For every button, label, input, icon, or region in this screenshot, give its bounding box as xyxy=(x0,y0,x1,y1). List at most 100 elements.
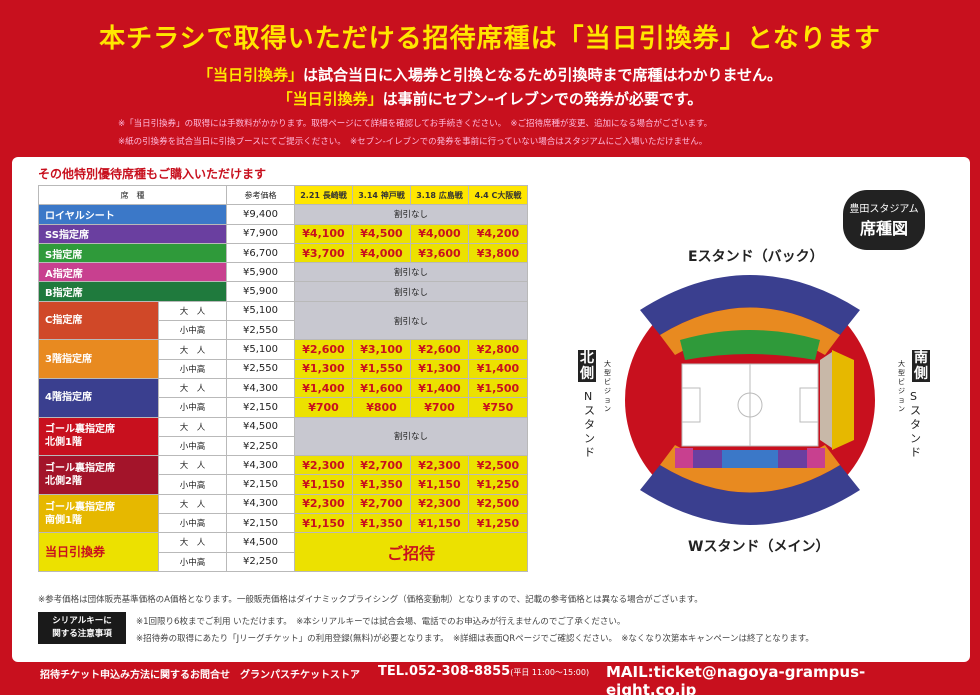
royal-seat xyxy=(722,450,778,468)
no-discount: 割引なし xyxy=(294,281,528,302)
ref-price: ¥5,100 xyxy=(226,339,295,360)
s-stand-label: Sスタンド xyxy=(910,390,921,459)
no-discount: 割引なし xyxy=(294,262,528,283)
serial-note-line-1: ※1回限り6枚までご利用 いただけます。 ※本シリアルキーでは試合会場、電話での… xyxy=(136,614,814,631)
table-row: ロイヤルシート ¥9,400 割引なし xyxy=(38,204,528,225)
table-row: ゴール裏指定席 南側1階大 人 ¥4,300 ¥2,300 ¥2,700 ¥2,300 ¥… xyxy=(38,493,528,534)
table-row: ゴール裏指定席 北側2階大 人 ¥4,300 ¥2,300 ¥2,700 ¥2,300 ¥… xyxy=(38,455,528,495)
seat-name: 4階指定席 xyxy=(38,377,159,418)
ref-price: ¥2,550 xyxy=(226,320,295,341)
ticket-type: 小中高 xyxy=(158,397,227,418)
event-price: ¥2,700 xyxy=(352,455,411,476)
north-label: 北側 xyxy=(578,350,596,382)
ticket-type: 小中高 xyxy=(158,513,227,534)
event-price: ¥4,100 xyxy=(294,223,353,244)
serial-note-2b: ※詳細は表面QRページでご確認ください。 xyxy=(452,634,613,644)
event-price: ¥700 xyxy=(410,397,469,418)
ticket-type: 大 人 xyxy=(158,339,227,360)
table-row: 小中高 ¥2,250 xyxy=(39,435,528,457)
header-line-2: 「当日引換券」は事前にセブン-イレブンでの発券が必要です。 xyxy=(0,88,980,109)
table-row: A指定席 ¥5,900 割引なし xyxy=(38,262,528,283)
ticket-type: 小中高 xyxy=(158,320,227,341)
table-row: 小中高 ¥2,150 ¥1,150 ¥1,350 ¥1,150 ¥1,250 xyxy=(39,513,528,534)
header-event-1: 2.21 長崎戦 xyxy=(294,184,353,206)
ref-price: ¥4,300 xyxy=(226,377,295,399)
ref-price: ¥4,500 xyxy=(226,416,295,437)
footer-hours: (平日 11:00〜15:00) xyxy=(510,668,590,677)
seat-name: S指定席 xyxy=(38,242,227,264)
event-price: ¥1,500 xyxy=(468,377,528,399)
table-row: 小中高 ¥2,550 ¥1,300 ¥1,550 ¥1,300 ¥1,400 xyxy=(39,358,528,379)
w-stand-4f xyxy=(640,465,860,525)
event-price: ¥1,400 xyxy=(468,358,528,379)
ticket-type: 小中高 xyxy=(158,358,227,379)
pitch-box-left xyxy=(681,387,701,423)
stadium-map: Eスタンド（バック） Wスタンド（メイン） 北側 南側 Nスタンド Sスタンド … xyxy=(570,240,930,574)
table-row: S指定席 ¥6,700 ¥3,700 ¥4,000 ¥3,600 ¥3,800 xyxy=(38,242,528,264)
event-price: ¥2,700 xyxy=(352,493,411,515)
w-stand-3f xyxy=(660,445,840,493)
ref-price: ¥4,500 xyxy=(226,532,295,553)
footer-tel: TEL.052-308-8855(平日 11:00〜15:00) xyxy=(378,664,589,679)
ref-price: ¥4,300 xyxy=(226,493,295,515)
south-stand-1f xyxy=(832,350,854,450)
event-price: ¥2,500 xyxy=(468,455,528,476)
seat-name: ゴール裏指定席 北側1階 xyxy=(38,416,159,457)
event-price: ¥750 xyxy=(468,397,528,418)
table-row: 小中高 ¥2,550 xyxy=(39,320,528,341)
ticket-type: 大 人 xyxy=(158,300,227,322)
footer: 招待チケット申込み方法に関するお問合せ グランパスチケットストア TEL.052… xyxy=(40,663,940,695)
ref-price: ¥2,150 xyxy=(226,397,295,418)
event-price: ¥1,600 xyxy=(352,377,411,399)
e-stand-s xyxy=(680,330,820,360)
event-price: ¥1,150 xyxy=(294,513,353,534)
w-stand-a-left xyxy=(675,448,693,468)
event-price: ¥1,250 xyxy=(468,513,528,534)
header-note-1a: ※「当日引換券」の取得には手数料がかかります。取得ページにて詳細を確認してお手続… xyxy=(118,119,502,129)
event-price: ¥1,300 xyxy=(410,358,469,379)
table-row: 小中高 ¥2,250 xyxy=(39,551,528,572)
serial-note-2a: ※招待券の取得にあたり「Jリーグチケット」の利用登録(無料)が必要となります。 xyxy=(136,634,445,644)
event-price: ¥2,800 xyxy=(468,339,528,360)
header-line-1: 「当日引換券」は試合当日に入場券と引換となるため引換時まで席種はわかりません。 xyxy=(0,64,980,85)
serial-notes: ※1回限り6枚までご利用 いただけます。 ※本シリアルキーでは試合会場、電話での… xyxy=(136,614,814,648)
seat-name: ゴール裏指定席 北側2階 xyxy=(38,455,159,495)
ref-price: ¥5,900 xyxy=(226,262,295,283)
serial-key-label-text: シリアルキーに 関する注意事項 xyxy=(52,616,112,639)
pitch-center-circle xyxy=(737,392,763,418)
event-price: ¥3,700 xyxy=(294,242,353,264)
e-stand-4f xyxy=(640,275,860,335)
event-price: ¥1,250 xyxy=(468,474,528,495)
header-note-1b: ※ご招待席種が変更、追加になる場合がございます。 xyxy=(510,119,713,129)
footer-contact: 招待チケット申込み方法に関するお問合せ グランパスチケットストア xyxy=(40,670,360,681)
header-line-1-highlight: 「当日引換券」 xyxy=(197,66,303,84)
header-note-1: ※「当日引換券」の取得には手数料がかかります。取得ページにて詳細を確認してお手続… xyxy=(118,117,878,129)
ticket-type: 小中高 xyxy=(158,551,227,572)
table-row: C指定席大 人 ¥5,100 割引なし xyxy=(38,300,528,341)
table-row: ゴール裏指定席 北側1階大 人 ¥4,500 割引なし xyxy=(38,416,528,457)
event-price: ¥4,000 xyxy=(410,223,469,244)
ref-price: ¥5,100 xyxy=(226,300,295,322)
event-price: ¥2,300 xyxy=(294,493,353,515)
header-event-2: 3.14 神戸戦 xyxy=(352,184,411,206)
w-stand-a-right xyxy=(807,448,825,468)
header-note-2a: ※紙の引換券を試合当日に引換ブースにてご提示ください。 xyxy=(118,137,342,147)
header-title: 本チラシで取得いただける招待席種は「当日引換券」となります xyxy=(99,24,881,54)
ref-price: ¥6,700 xyxy=(226,242,295,264)
serial-note-1a: ※1回限り6枚までご利用 いただけます。 xyxy=(136,617,288,627)
seat-name: A指定席 xyxy=(38,262,227,283)
vision-label-south: 大型ビジョン xyxy=(898,360,905,413)
stadium-badge-title: 席種図 xyxy=(859,219,908,238)
ticket-type: 大 人 xyxy=(158,532,227,553)
header-line-2-text: は事前にセブン-イレブンでの発券が必要です。 xyxy=(382,90,703,108)
event-price: ¥2,300 xyxy=(294,455,353,476)
ticket-type: 小中高 xyxy=(158,474,227,495)
header-note-2b: ※セブン-イレブンでの発券を事前に行っていない場合はスタジアムにご入場いただけま… xyxy=(349,137,708,147)
e-stand-label: Eスタンド（バック） xyxy=(688,249,824,265)
table-row: 4階指定席大 人 ¥4,300 ¥1,400 ¥1,600 ¥1,400 ¥1,500 xyxy=(38,377,528,418)
event-price: ¥2,500 xyxy=(468,493,528,515)
ref-price: ¥4,300 xyxy=(226,455,295,476)
ticket-type: 大 人 xyxy=(158,416,227,437)
serial-note-2c: ※なくなり次第本キャンペーンは終了となります。 xyxy=(621,634,814,644)
serial-key-label: シリアルキーに 関する注意事項 xyxy=(38,612,126,644)
